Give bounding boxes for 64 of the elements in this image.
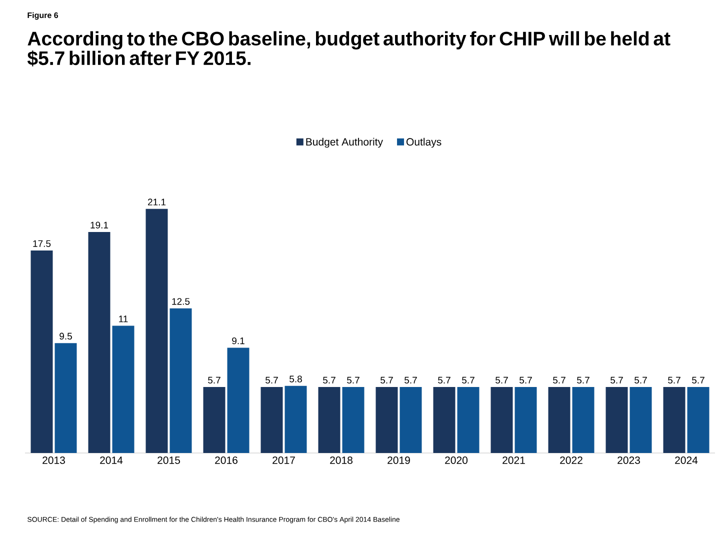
data-label: 19.1 xyxy=(90,222,108,228)
bar xyxy=(170,308,192,453)
data-label: 5.7 xyxy=(404,376,417,384)
data-label: 9.5 xyxy=(60,332,72,340)
bar xyxy=(606,387,628,453)
bar xyxy=(630,387,652,453)
data-label: 5.7 xyxy=(438,376,450,384)
x-tick-label: 2018 xyxy=(330,456,352,464)
x-tick-label: 2023 xyxy=(618,456,640,464)
bar xyxy=(54,343,77,453)
data-label: 5.7 xyxy=(692,376,704,384)
data-label: 9.1 xyxy=(232,337,244,344)
bar xyxy=(227,348,250,453)
bar xyxy=(260,387,283,453)
x-tick-label: 2014 xyxy=(100,456,123,464)
bar xyxy=(342,387,364,453)
x-tick-label: 2021 xyxy=(502,456,525,464)
bar xyxy=(376,387,398,453)
bar xyxy=(318,387,340,453)
data-label: 5.7 xyxy=(347,376,360,384)
x-tick-label: 2015 xyxy=(158,456,180,464)
bar xyxy=(433,387,456,453)
bar xyxy=(572,387,594,453)
data-label: 5.8 xyxy=(290,376,302,382)
data-label: 17.5 xyxy=(33,240,51,247)
chart-title: According to the CBO baseline, budget authority for CHIP will be held at $5.7 billion after FY 2015. xyxy=(27,31,670,66)
data-label: 5.7 xyxy=(380,376,393,384)
bar xyxy=(490,387,513,453)
data-label: 5.7 xyxy=(462,376,474,384)
data-label: 5.7 xyxy=(668,376,680,384)
bar xyxy=(663,387,686,453)
bar xyxy=(203,387,226,453)
legend-label: Budget Authority xyxy=(306,138,383,148)
x-tick-label: 2020 xyxy=(445,456,468,464)
bar xyxy=(514,387,537,453)
bar xyxy=(400,387,422,453)
bar xyxy=(88,232,110,453)
data-label: 12.5 xyxy=(172,298,190,305)
data-label: 5.7 xyxy=(577,376,590,384)
bar xyxy=(146,208,168,453)
data-label: 5.7 xyxy=(634,376,647,384)
x-tick-label: 2016 xyxy=(215,456,238,464)
x-tick-label: 2022 xyxy=(560,456,582,464)
data-label: 5.7 xyxy=(610,376,623,384)
data-label: 5.7 xyxy=(208,376,220,384)
bar xyxy=(457,387,480,453)
bar xyxy=(30,250,53,453)
data-label: 21.1 xyxy=(148,198,166,206)
data-label: 5.7 xyxy=(323,376,336,384)
chart-subtitle: Figure 6 xyxy=(28,12,58,20)
bar xyxy=(687,387,710,453)
bar xyxy=(112,326,134,453)
data-label: 5.7 xyxy=(266,376,278,384)
bar xyxy=(284,386,307,453)
data-label: 5.7 xyxy=(496,376,508,384)
x-tick-label: 2017 xyxy=(272,456,295,464)
bar xyxy=(548,387,570,453)
x-tick-label: 2019 xyxy=(388,456,410,464)
x-tick-label: 2024 xyxy=(675,456,698,464)
data-label: 5.7 xyxy=(520,376,532,384)
x-tick-label: 2013 xyxy=(42,456,65,464)
data-label: 5.7 xyxy=(553,376,566,384)
legend-label: Outlays xyxy=(406,138,442,148)
data-label: 11 xyxy=(119,316,128,322)
